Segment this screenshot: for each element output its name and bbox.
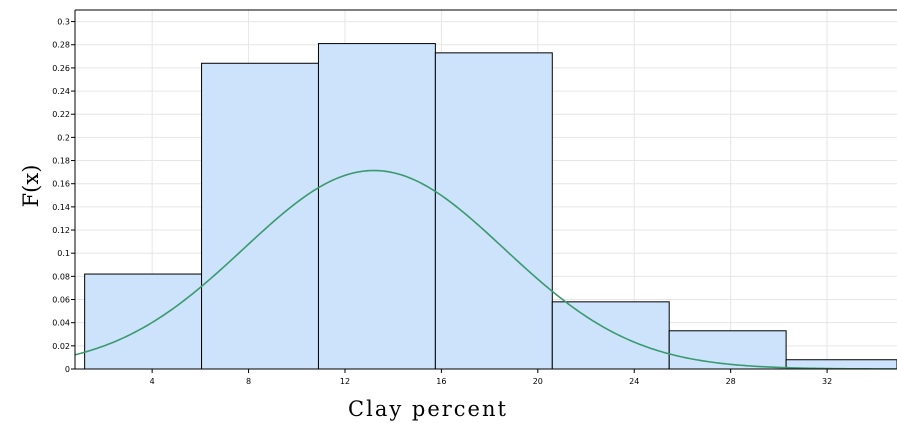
y-tick-label: 0.3 (57, 18, 70, 27)
y-tick-label: 0.18 (52, 157, 70, 166)
histogram-bar (551, 301, 670, 370)
x-tick-label: 12 (340, 377, 350, 386)
y-tick-label: 0.1 (57, 249, 70, 258)
x-tick-label: 32 (822, 377, 832, 386)
x-tick-label: 20 (533, 377, 543, 386)
y-tick-label: 0.14 (52, 203, 70, 212)
y-tick-label: 0 (65, 365, 70, 374)
y-tick-label: 0.04 (52, 319, 70, 328)
y-axis-title: F(x) (19, 165, 43, 208)
fitted-distribution-curve (75, 169, 897, 369)
y-tick-label: 0.22 (52, 110, 70, 119)
x-tick-label: 16 (436, 377, 446, 386)
y-tick-label: 0.26 (52, 64, 70, 73)
y-tick-label: 0.08 (52, 272, 70, 281)
y-tick-label: 0.24 (52, 87, 70, 96)
histogram-bar (434, 52, 553, 370)
histogram-bars (84, 43, 897, 370)
y-tick-label: 0.12 (52, 226, 70, 235)
y-tick-label: 0.2 (57, 133, 70, 142)
y-tick-label: 0.02 (52, 342, 70, 351)
histogram-bar (84, 273, 203, 370)
x-tick-label: 28 (726, 377, 736, 386)
x-tick-label: 8 (246, 377, 251, 386)
y-tick-label: 0.06 (52, 296, 70, 305)
x-tick-label: 24 (629, 377, 639, 386)
histogram-bar (668, 330, 787, 370)
histogram-bar (201, 62, 319, 370)
y-axis-ticks: 0 0.02 0.04 0.06 0.08 0.1 0.12 0.14 0.16 0.18 0.2 0… (52, 18, 75, 374)
y-tick-label: 0.28 (52, 41, 70, 50)
x-tick-label: 4 (150, 377, 155, 386)
histogram-bar (317, 43, 436, 370)
y-tick-label: 0.16 (52, 180, 70, 189)
x-axis-title: Clay percent (348, 397, 508, 421)
axes (74, 9, 897, 370)
x-axis-ticks: 4 8 12 16 20 24 28 32 (150, 369, 832, 386)
